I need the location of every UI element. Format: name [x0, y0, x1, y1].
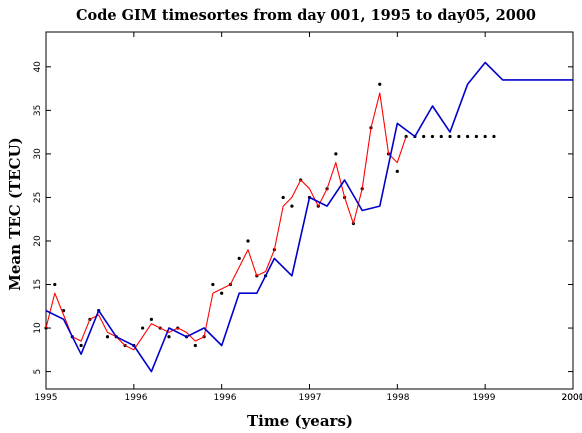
x-tick-label: 1997 [299, 393, 322, 403]
data-point [466, 134, 470, 139]
data-point [193, 343, 197, 348]
data-point [167, 335, 171, 339]
data-point [220, 291, 224, 295]
x-tick-label: 1995 [35, 393, 58, 403]
data-point [211, 282, 215, 287]
data-point [149, 317, 153, 321]
data-point [141, 326, 145, 330]
data-point [395, 169, 399, 173]
data-point [334, 152, 338, 156]
series-line-3 [45, 61, 573, 373]
x-tick-label: 1999 [473, 393, 496, 403]
data-point [483, 134, 487, 139]
data-point [61, 309, 66, 313]
y-tick-label: 35 [33, 105, 43, 116]
y-tick-label: 20 [33, 235, 43, 247]
data-point [79, 343, 83, 348]
y-tick-label: 15 [33, 279, 43, 290]
plot-frame [45, 31, 574, 390]
data-point [422, 134, 426, 139]
data-point [492, 134, 496, 139]
data-point [281, 195, 285, 200]
data-point [290, 204, 294, 208]
y-tick-label: 25 [33, 192, 43, 203]
y-axis-label: Mean TEC (TECU) [6, 137, 24, 291]
y-tick-label: 40 [33, 61, 43, 73]
data-point [457, 134, 461, 139]
y-tick-label: 30 [33, 148, 43, 160]
chart-title: Code GIM timesortes from day 001, 1995 t… [76, 7, 536, 24]
data-point [237, 256, 241, 260]
x-tick-label: 2001 [562, 393, 582, 403]
x-tick-label: 2000 [562, 393, 582, 403]
data-point [44, 326, 48, 330]
data-point [430, 134, 435, 139]
data-point [105, 335, 110, 339]
data-point [448, 134, 452, 139]
x-axis-label: Time (years) [247, 412, 353, 430]
data-point [378, 82, 382, 86]
data-point [246, 239, 250, 243]
data-point [474, 134, 478, 139]
series-line-2 [45, 92, 407, 351]
x-tick-label: 1998 [387, 393, 410, 403]
x-tick-label: 1996 [125, 393, 148, 403]
y-tick-label: 5 [33, 369, 43, 375]
data-point [439, 134, 443, 139]
y-tick-label: 10 [33, 322, 43, 334]
x-tick-label: 1996 [214, 393, 237, 403]
data-point [53, 282, 57, 287]
